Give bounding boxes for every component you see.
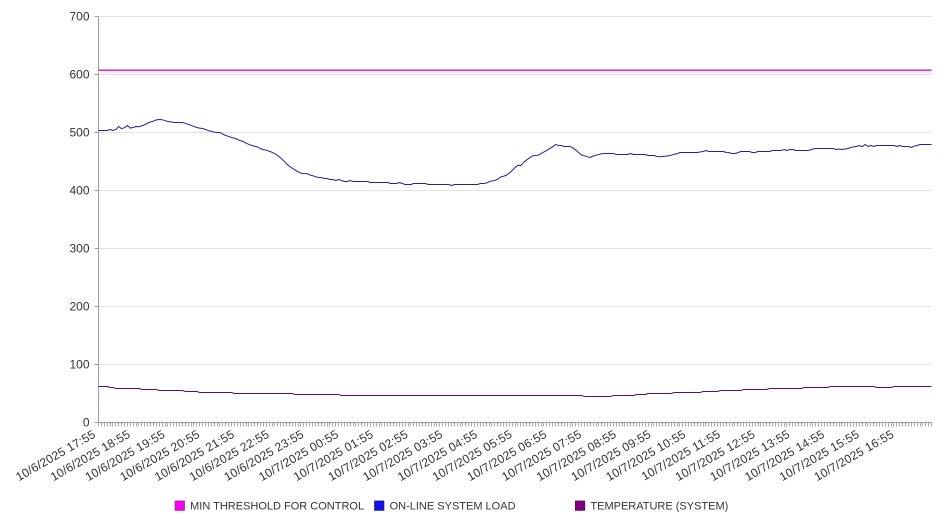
svg-text:100: 100 <box>69 358 89 372</box>
svg-text:500: 500 <box>69 126 89 140</box>
svg-text:MIN THRESHOLD FOR CONTROL: MIN THRESHOLD FOR CONTROL <box>190 501 364 513</box>
svg-text:TEMPERATURE (SYSTEM): TEMPERATURE (SYSTEM) <box>590 501 728 513</box>
svg-text:400: 400 <box>69 184 89 198</box>
svg-text:700: 700 <box>69 10 89 24</box>
svg-text:600: 600 <box>69 68 89 82</box>
svg-text:ON-LINE SYSTEM LOAD: ON-LINE SYSTEM LOAD <box>390 501 516 513</box>
svg-text:300: 300 <box>69 242 89 256</box>
svg-text:0: 0 <box>83 416 90 430</box>
svg-text:200: 200 <box>69 300 89 314</box>
